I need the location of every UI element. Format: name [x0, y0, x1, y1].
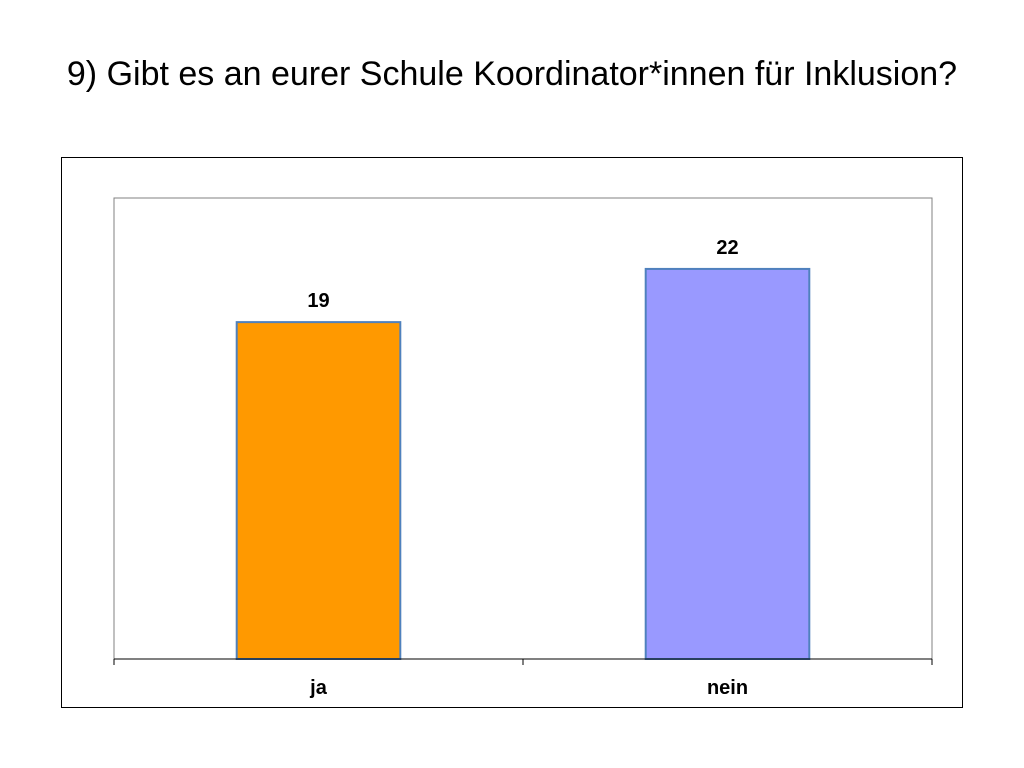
x-tick-label-nein: nein — [707, 677, 748, 699]
bar-nein — [644, 267, 811, 660]
chart-title: 9) Gibt es an eurer Schule Koordinator*i… — [66, 55, 958, 93]
bar-ja — [235, 321, 402, 660]
data-label-nein: 22 — [716, 237, 738, 259]
x-tick-label-ja: ja — [309, 677, 328, 699]
data-label-ja: 19 — [307, 290, 329, 312]
